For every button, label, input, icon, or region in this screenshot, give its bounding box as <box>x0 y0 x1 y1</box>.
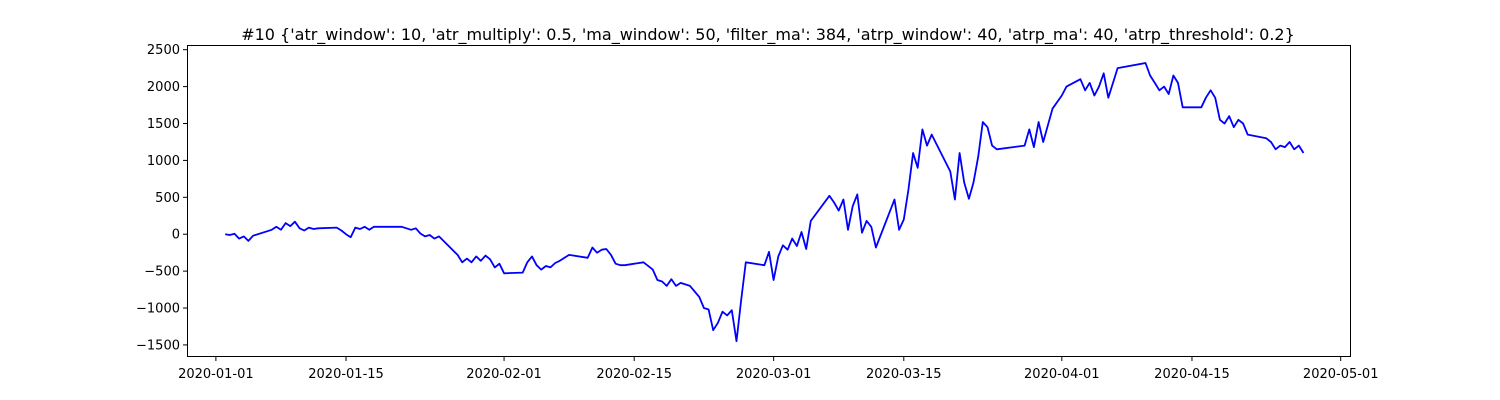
y-tick-label: −1000 <box>136 302 180 317</box>
x-tick-label: 2020-03-01 <box>736 367 812 382</box>
x-tick-label: 2020-04-15 <box>1154 367 1230 382</box>
chart-title: #10 {'atr_window': 10, 'atr_multiply': 0… <box>241 25 1295 45</box>
x-tick-label: 2020-02-01 <box>466 367 542 382</box>
x-tick-label: 2020-02-15 <box>596 367 672 382</box>
x-tick-label: 2020-04-01 <box>1024 367 1100 382</box>
y-tick-label: −500 <box>144 265 180 280</box>
y-tick-label: −1500 <box>136 338 180 353</box>
y-tick-label: 1000 <box>147 154 180 169</box>
y-tick-label: 1500 <box>147 117 180 132</box>
x-axis: 2020-01-01 2020-01-15 2020-02-01 2020-02-15… <box>178 356 1378 382</box>
series-line-0 <box>225 62 1305 343</box>
plot-area <box>225 62 1305 343</box>
x-tick-label: 2020-03-15 <box>866 367 942 382</box>
y-tick-label: 2000 <box>147 80 180 95</box>
x-tick-label: 2020-01-15 <box>308 367 384 382</box>
y-tick-label: 500 <box>155 191 180 206</box>
axes-frame <box>187 45 1351 357</box>
y-axis: −1500 −1000 −500 0 500 1000 1500 2000 2500 <box>136 43 188 353</box>
y-tick-label: 0 <box>172 228 180 243</box>
x-tick-label: 2020-01-01 <box>178 367 254 382</box>
y-tick-label: 2500 <box>147 43 180 58</box>
x-tick-label: 2020-05-01 <box>1303 367 1379 382</box>
